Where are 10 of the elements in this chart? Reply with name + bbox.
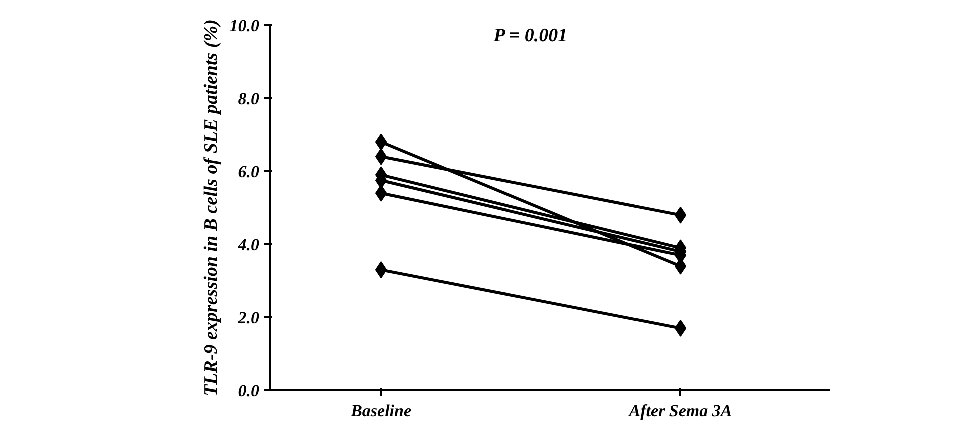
y-tick-label: 10.0 [230, 16, 260, 36]
y-tick-label: 4.0 [237, 236, 260, 254]
y-axis-title: TLR-9 expression in B cells of SLE patients (%) [200, 20, 222, 396]
annotation: P = 0.001 [492, 26, 568, 46]
y-tick-label: 0.0 [238, 382, 260, 400]
x-tick-label: Baseline [350, 402, 412, 420]
y-tick-label: 8.0 [238, 90, 260, 108]
y-tick-label: 2.0 [237, 308, 260, 328]
x-tick-label: After Sema 3A [628, 402, 732, 420]
y-tick-label: 6.0 [238, 162, 260, 182]
